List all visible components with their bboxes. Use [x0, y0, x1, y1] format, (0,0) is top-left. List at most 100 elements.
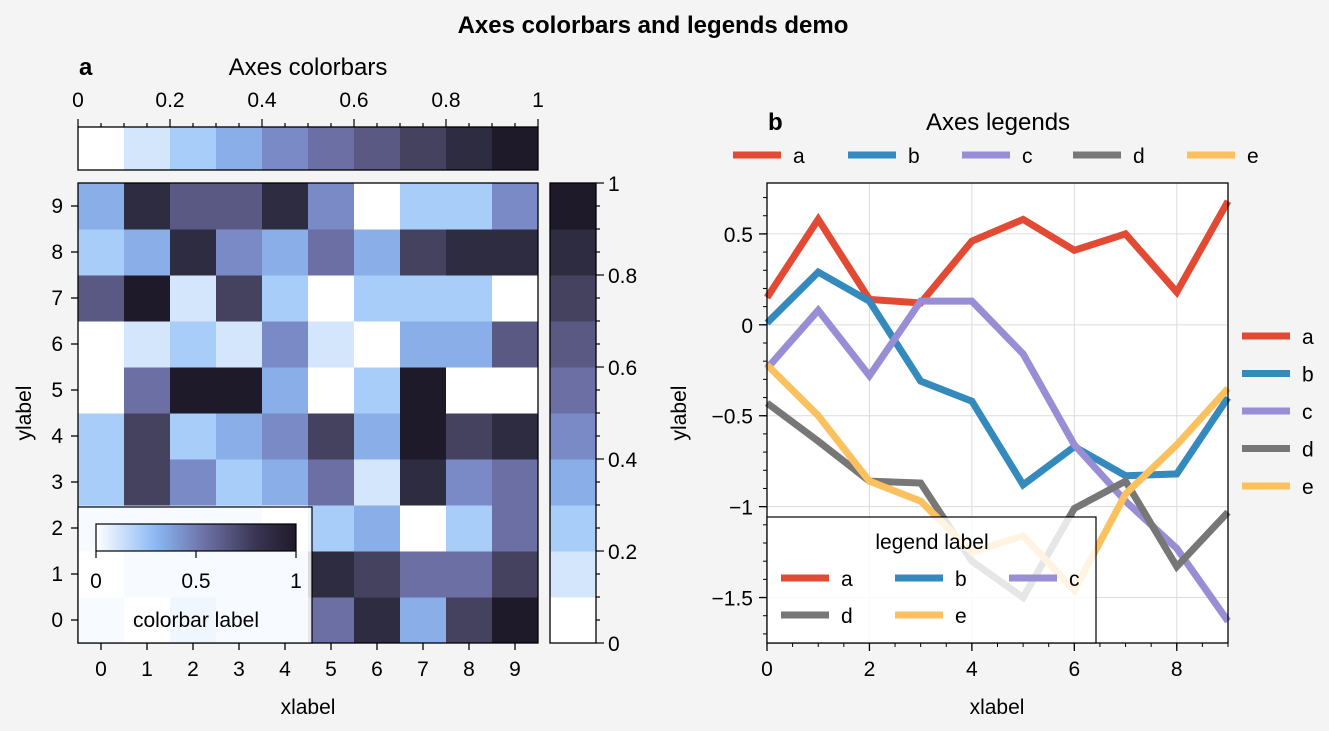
heatmap-ytick-label: 3 — [51, 471, 63, 494]
legend-label: c — [1302, 401, 1313, 424]
heatmap-cell — [400, 183, 447, 230]
right-colorbar-segment — [550, 275, 596, 322]
heatmap-cell — [216, 275, 263, 322]
heatmap-cell — [216, 229, 263, 276]
series-line-a — [764, 199, 1232, 307]
heatmap-cell — [400, 367, 447, 414]
heatmap-cell — [308, 459, 355, 506]
heatmap-cell — [308, 183, 355, 230]
inset-colorbar-gradient — [95, 523, 297, 552]
heatmap-cell — [170, 275, 217, 322]
legend-entry-e: e — [895, 605, 967, 628]
heatmap-cell — [446, 229, 493, 276]
legend-label: e — [955, 605, 967, 628]
heatmap-cell — [492, 229, 539, 276]
heatmap-cell — [78, 229, 125, 276]
heatmap-cell — [170, 413, 217, 460]
figure-suptitle: Axes colorbars and legends demo — [458, 12, 849, 39]
heatmap-cell — [400, 229, 447, 276]
top-colorbar-segment — [446, 127, 493, 170]
top-colorbar-tick-label: 0.4 — [247, 89, 277, 112]
right-colorbar-tick-label: 0 — [608, 633, 620, 656]
heatmap-cell — [308, 321, 355, 368]
heatmap-xtick-label: 1 — [141, 658, 153, 681]
heatmap-cell — [308, 413, 355, 460]
panel-b-label: b — [768, 109, 783, 136]
heatmap-cell — [170, 183, 217, 230]
heatmap-cell — [308, 367, 355, 414]
heatmap-cell — [400, 597, 447, 644]
heatmap-cell — [124, 367, 171, 414]
legend-label: c — [1069, 568, 1080, 591]
legend-label: b — [955, 568, 967, 591]
heatmap-cell — [354, 413, 401, 460]
heatmap-cell — [400, 413, 447, 460]
heatmap-xtick-label: 9 — [509, 658, 521, 681]
legend-entry-b: b — [1242, 364, 1314, 387]
heatmap-cell — [446, 367, 493, 414]
line-xtick-label: 0 — [761, 658, 773, 681]
legend-label: a — [793, 145, 805, 168]
right-colorbar-segment — [550, 229, 596, 276]
heatmap-cell — [354, 275, 401, 322]
legend-entry-d: d — [1073, 145, 1145, 168]
heatmap-cell — [308, 275, 355, 322]
heatmap-cell — [262, 183, 309, 230]
heatmap-cell — [216, 321, 263, 368]
line-plot-ylabel: ylabel — [668, 386, 691, 441]
heatmap-cell — [124, 275, 171, 322]
heatmap-cell — [354, 505, 401, 552]
legend-entry-a: a — [781, 568, 853, 591]
heatmap-cell — [446, 321, 493, 368]
legend-label: b — [908, 145, 920, 168]
heatmap-xtick-label: 7 — [417, 658, 429, 681]
heatmap-ticks: 0 1 2 3 4 5 6 7 8 9 0 1 2 3 4 5 6 7 8 9 — [51, 195, 521, 681]
heatmap-cell — [446, 551, 493, 598]
heatmap-cell — [308, 551, 355, 598]
heatmap-cell — [446, 183, 493, 230]
heatmap-cell — [354, 459, 401, 506]
legend-entry-b: b — [848, 145, 920, 168]
heatmap-cell — [400, 275, 447, 322]
heatmap-xtick-label: 6 — [371, 658, 383, 681]
heatmap-cell — [124, 321, 171, 368]
heatmap-cell — [354, 229, 401, 276]
legend-entry-e: e — [1242, 476, 1314, 499]
legend-top: a b c d e — [733, 145, 1259, 168]
heatmap-cell — [78, 367, 125, 414]
right-colorbar-tick-label: 0.8 — [608, 265, 637, 288]
heatmap-cell — [216, 459, 263, 506]
legend-entry-c: c — [1242, 401, 1313, 424]
top-colorbar-segment — [124, 127, 171, 170]
right-colorbar-tick-label: 1 — [608, 173, 620, 196]
line-ytick-label: −1.5 — [712, 588, 753, 611]
line-plot-ticks: 0.5 0 −0.5 −1 −1.5 0 2 4 6 8 — [712, 197, 1229, 681]
legend-inner-items: a b c d e — [781, 568, 1080, 628]
legend-label: d — [1302, 439, 1314, 462]
heatmap-cell — [124, 229, 171, 276]
top-colorbar-tick-label: 1 — [532, 89, 544, 112]
heatmap-ytick-label: 9 — [51, 195, 63, 218]
heatmap-xtick-label: 8 — [463, 658, 475, 681]
heatmap-cell — [354, 551, 401, 598]
legend-entry-c: c — [962, 145, 1033, 168]
heatmap-ytick-label: 8 — [51, 241, 63, 264]
heatmap-cell — [78, 459, 125, 506]
heatmap-cell — [492, 551, 539, 598]
heatmap-ytick-label: 6 — [51, 333, 63, 356]
heatmap-xlabel: xlabel — [281, 696, 336, 719]
heatmap-ytick-label: 4 — [51, 425, 63, 448]
heatmap-cell — [262, 229, 309, 276]
heatmap-cell — [492, 275, 539, 322]
heatmap-cell — [262, 367, 309, 414]
heatmap-cell — [262, 321, 309, 368]
heatmap-cell — [446, 597, 493, 644]
top-colorbar-segment — [308, 127, 355, 170]
heatmap-cell — [400, 551, 447, 598]
line-ytick-label: −1 — [729, 497, 753, 520]
heatmap-cell — [492, 459, 539, 506]
heatmap-xtick-label: 5 — [325, 658, 337, 681]
heatmap-cell — [124, 413, 171, 460]
